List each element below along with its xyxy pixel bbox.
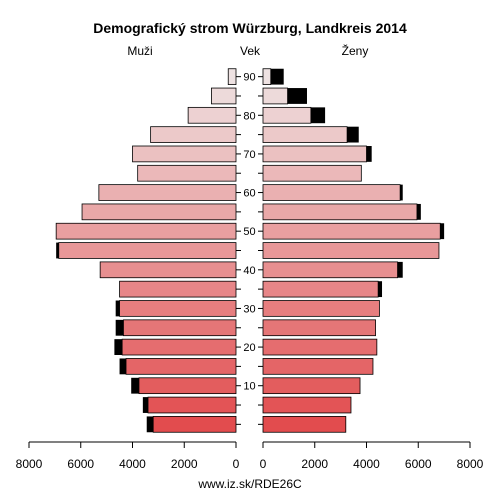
right-x-tick-label: 8000 [457,457,484,471]
center-label: Vek [240,44,261,58]
left-x-tick-label: 8000 [16,457,43,471]
left-x-tick-label: 0 [233,457,240,471]
female-bar-85-89 [262,87,288,105]
male-bar-10-14 [138,377,237,395]
right-x-tick-label: 2000 [301,457,328,471]
female-bar-10-14 [262,377,361,395]
right-side-label: Ženy [342,43,369,58]
female-bar-overflow-70-74 [366,146,372,162]
age-axis: 10 20 30 40 50 60 70 80 90 [236,72,263,425]
age-tick-label: 50 [243,226,255,238]
age-tick-label: 40 [243,265,255,277]
male-bar-overflow-5-9 [142,397,149,413]
chart-title: Demografický strom Würzburg, Landkreis 2… [93,20,407,36]
male-bar-overflow-25-29 [115,319,124,336]
female-bar-45-49 [262,242,440,259]
right-x-tick-label: 4000 [353,457,380,471]
male-bar-5-9 [147,396,237,414]
left-x-tick-label: 6000 [67,457,94,471]
male-bar-30-34 [119,300,237,317]
male-bar-overflow-0-4 [146,416,154,433]
male-bar-70-74 [132,145,237,163]
age-tick-label: 80 [243,110,255,122]
female-bar-60-64 [262,184,401,201]
male-bar-overflow-20-24 [114,339,123,355]
female-bar-40-44 [262,261,398,279]
male-bar-60-64 [98,184,237,201]
female-bar-20-24 [262,338,378,356]
male-bar-90+ [227,68,237,85]
left-side-label: Muži [127,44,152,58]
male-bar-25-29 [123,319,237,337]
age-tick-label: 90 [243,72,255,84]
female-bar-70-74 [262,145,367,163]
right-x-tick-label: 6000 [405,457,432,471]
female-bar-overflow-40-44 [397,261,403,278]
female-bar-overflow-60-64 [400,184,403,201]
female-bar-35-39 [262,280,379,298]
male-bar-45-49 [58,242,237,259]
male-bar-55-59 [81,203,237,221]
female-bar-15-19 [262,358,374,375]
age-tick-label: 10 [243,381,255,393]
female-bar-75-79 [262,126,348,143]
male-bar-65-69 [137,164,237,182]
female-bar-65-69 [262,164,362,182]
male-bar-15-19 [125,358,237,375]
right-x-tick-label: 0 [260,457,267,471]
footer-url: www.iz.sk/RDE26C [197,477,302,491]
male-bar-40-44 [99,261,237,279]
female-bar-overflow-50-54 [440,223,445,240]
age-tick-label: 70 [243,149,255,161]
male-bar-20-24 [121,338,237,356]
male-bar-50-54 [55,222,237,240]
female-bar-5-9 [262,396,352,414]
male-bar-75-79 [150,126,237,143]
male-bar-overflow-30-34 [115,300,120,317]
age-tick-label: 30 [243,303,255,315]
female-bar-0-4 [262,416,347,433]
male-bar-overflow-10-14 [131,377,139,394]
age-tick-label: 20 [243,342,255,354]
female-bar-overflow-55-59 [416,203,421,220]
male-bar-overflow-15-19 [119,358,127,375]
female-bar-overflow-75-79 [347,126,359,143]
female-bar-90+ [262,68,272,85]
male-bar-85-89 [211,87,237,105]
female-bar-50-54 [262,222,441,240]
value-axes: 8000 6000 4000 2000 0 0 2000 4000 6000 8000 [16,441,484,471]
male-bar-0-4 [152,416,237,433]
female-bar-overflow-90+ [270,68,284,85]
age-tick-label: 60 [243,188,255,200]
female-bar-30-34 [262,300,380,317]
female-bar-overflow-80-84 [310,107,326,124]
female-bar-overflow-35-39 [378,281,383,298]
left-x-tick-label: 2000 [171,457,198,471]
male-bar-overflow-45-49 [56,242,59,259]
left-x-tick-label: 4000 [119,457,146,471]
female-bar-55-59 [262,203,418,221]
female-bar-overflow-85-89 [287,88,307,104]
female-bar-25-29 [262,319,376,337]
bars-group [55,68,445,433]
female-bar-80-84 [262,106,312,124]
male-bar-80-84 [187,106,237,124]
male-bar-35-39 [119,280,237,298]
